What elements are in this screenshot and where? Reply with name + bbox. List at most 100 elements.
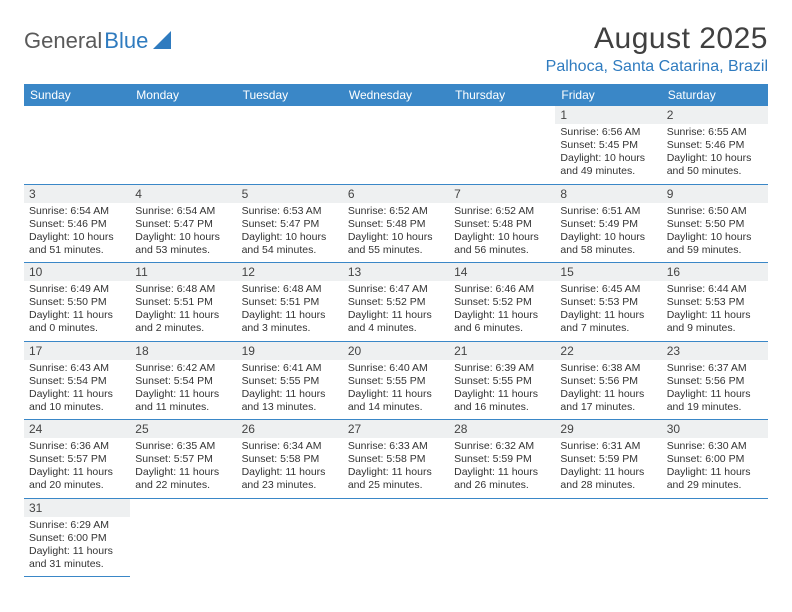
day-number: 3 [24, 185, 130, 203]
day-info-line: Sunset: 5:55 PM [454, 375, 550, 388]
day-info-line: and 11 minutes. [135, 401, 231, 414]
day-number: 2 [662, 106, 768, 124]
location-subtitle: Palhoca, Santa Catarina, Brazil [546, 58, 768, 76]
dow-cell: Sunday [24, 84, 130, 106]
day-info-line: Sunset: 5:53 PM [560, 296, 656, 309]
day-info-line: Daylight: 10 hours [667, 231, 763, 244]
day-info-line: Sunrise: 6:30 AM [667, 440, 763, 453]
day-info-line: and 26 minutes. [454, 479, 550, 492]
day-info-line: Daylight: 11 hours [348, 466, 444, 479]
day-number: 22 [555, 342, 661, 360]
day-info-line: Daylight: 11 hours [454, 388, 550, 401]
day-number: 17 [24, 342, 130, 360]
day-info-line: Sunrise: 6:35 AM [135, 440, 231, 453]
day-cell: 20Sunrise: 6:40 AMSunset: 5:55 PMDayligh… [343, 342, 449, 420]
day-info-line: Sunrise: 6:42 AM [135, 362, 231, 375]
day-info-line: Sunrise: 6:41 AM [242, 362, 338, 375]
day-info-line: Daylight: 10 hours [560, 152, 656, 165]
day-cell [237, 499, 343, 578]
day-info-line: Sunset: 5:55 PM [242, 375, 338, 388]
day-number: 25 [130, 420, 236, 438]
day-cell: 14Sunrise: 6:46 AMSunset: 5:52 PMDayligh… [449, 263, 555, 341]
day-cell: 22Sunrise: 6:38 AMSunset: 5:56 PMDayligh… [555, 342, 661, 420]
calendar: SundayMondayTuesdayWednesdayThursdayFrid… [24, 84, 768, 577]
day-cell: 6Sunrise: 6:52 AMSunset: 5:48 PMDaylight… [343, 185, 449, 263]
day-number: 10 [24, 263, 130, 281]
day-cell [130, 106, 236, 184]
day-info-line: Daylight: 11 hours [242, 388, 338, 401]
day-cell [343, 106, 449, 184]
day-info-line: Sunset: 5:51 PM [242, 296, 338, 309]
day-info-line: Daylight: 11 hours [135, 466, 231, 479]
day-info-line: and 3 minutes. [242, 322, 338, 335]
day-number: 8 [555, 185, 661, 203]
logo-text-blue: Blue [104, 28, 148, 54]
day-info-line: and 4 minutes. [348, 322, 444, 335]
day-info-line: Sunrise: 6:43 AM [29, 362, 125, 375]
day-info-line: Daylight: 11 hours [135, 388, 231, 401]
day-cell: 4Sunrise: 6:54 AMSunset: 5:47 PMDaylight… [130, 185, 236, 263]
day-cell: 23Sunrise: 6:37 AMSunset: 5:56 PMDayligh… [662, 342, 768, 420]
day-cell: 11Sunrise: 6:48 AMSunset: 5:51 PMDayligh… [130, 263, 236, 341]
day-info-line: Daylight: 10 hours [135, 231, 231, 244]
week-row: 3Sunrise: 6:54 AMSunset: 5:46 PMDaylight… [24, 185, 768, 264]
day-number: 13 [343, 263, 449, 281]
day-cell: 18Sunrise: 6:42 AMSunset: 5:54 PMDayligh… [130, 342, 236, 420]
day-number: 5 [237, 185, 343, 203]
day-info-line: Sunset: 5:52 PM [454, 296, 550, 309]
day-info-line: Daylight: 11 hours [454, 466, 550, 479]
day-info-line: Sunset: 5:46 PM [667, 139, 763, 152]
day-info-line: Sunset: 5:54 PM [29, 375, 125, 388]
day-info-line: and 25 minutes. [348, 479, 444, 492]
day-info-line: and 49 minutes. [560, 165, 656, 178]
day-info-line: Sunset: 5:47 PM [242, 218, 338, 231]
day-info-line: Sunset: 5:53 PM [667, 296, 763, 309]
day-info-line: Daylight: 11 hours [348, 309, 444, 322]
day-info-line: Sunrise: 6:51 AM [560, 205, 656, 218]
day-info-line: Daylight: 11 hours [560, 388, 656, 401]
day-number: 15 [555, 263, 661, 281]
week-row: 17Sunrise: 6:43 AMSunset: 5:54 PMDayligh… [24, 342, 768, 421]
day-info-line: Sunset: 5:59 PM [560, 453, 656, 466]
day-info-line: Sunset: 5:48 PM [454, 218, 550, 231]
day-number: 28 [449, 420, 555, 438]
day-cell [449, 499, 555, 578]
day-cell: 29Sunrise: 6:31 AMSunset: 5:59 PMDayligh… [555, 420, 661, 498]
day-info-line: and 0 minutes. [29, 322, 125, 335]
day-info-line: Sunrise: 6:55 AM [667, 126, 763, 139]
day-info-line: Daylight: 11 hours [667, 309, 763, 322]
dow-cell: Tuesday [237, 84, 343, 106]
day-info-line: Daylight: 10 hours [242, 231, 338, 244]
day-info-line: Sunrise: 6:48 AM [135, 283, 231, 296]
day-number: 6 [343, 185, 449, 203]
week-row: 10Sunrise: 6:49 AMSunset: 5:50 PMDayligh… [24, 263, 768, 342]
day-info-line: and 54 minutes. [242, 244, 338, 257]
day-number: 19 [237, 342, 343, 360]
day-info-line: and 20 minutes. [29, 479, 125, 492]
day-info-line: Sunrise: 6:37 AM [667, 362, 763, 375]
sail-icon [153, 31, 175, 51]
day-cell [237, 106, 343, 184]
week-row: 1Sunrise: 6:56 AMSunset: 5:45 PMDaylight… [24, 106, 768, 185]
day-info-line: Sunrise: 6:46 AM [454, 283, 550, 296]
day-info-line: Sunset: 5:58 PM [348, 453, 444, 466]
day-info-line: Sunrise: 6:29 AM [29, 519, 125, 532]
week-row: 31Sunrise: 6:29 AMSunset: 6:00 PMDayligh… [24, 499, 768, 578]
day-info-line: Sunset: 5:51 PM [135, 296, 231, 309]
day-info-line: and 29 minutes. [667, 479, 763, 492]
day-cell: 5Sunrise: 6:53 AMSunset: 5:47 PMDaylight… [237, 185, 343, 263]
day-info-line: Daylight: 11 hours [560, 466, 656, 479]
day-info-line: and 19 minutes. [667, 401, 763, 414]
day-info-line: Sunset: 5:55 PM [348, 375, 444, 388]
day-number: 31 [24, 499, 130, 517]
day-info-line: Sunrise: 6:38 AM [560, 362, 656, 375]
day-cell [449, 106, 555, 184]
day-info-line: and 14 minutes. [348, 401, 444, 414]
day-info-line: Sunset: 5:57 PM [135, 453, 231, 466]
day-cell: 12Sunrise: 6:48 AMSunset: 5:51 PMDayligh… [237, 263, 343, 341]
day-info-line: and 58 minutes. [560, 244, 656, 257]
day-cell: 15Sunrise: 6:45 AMSunset: 5:53 PMDayligh… [555, 263, 661, 341]
day-info-line: Daylight: 11 hours [29, 388, 125, 401]
day-info-line: Sunrise: 6:36 AM [29, 440, 125, 453]
day-info-line: Sunrise: 6:49 AM [29, 283, 125, 296]
